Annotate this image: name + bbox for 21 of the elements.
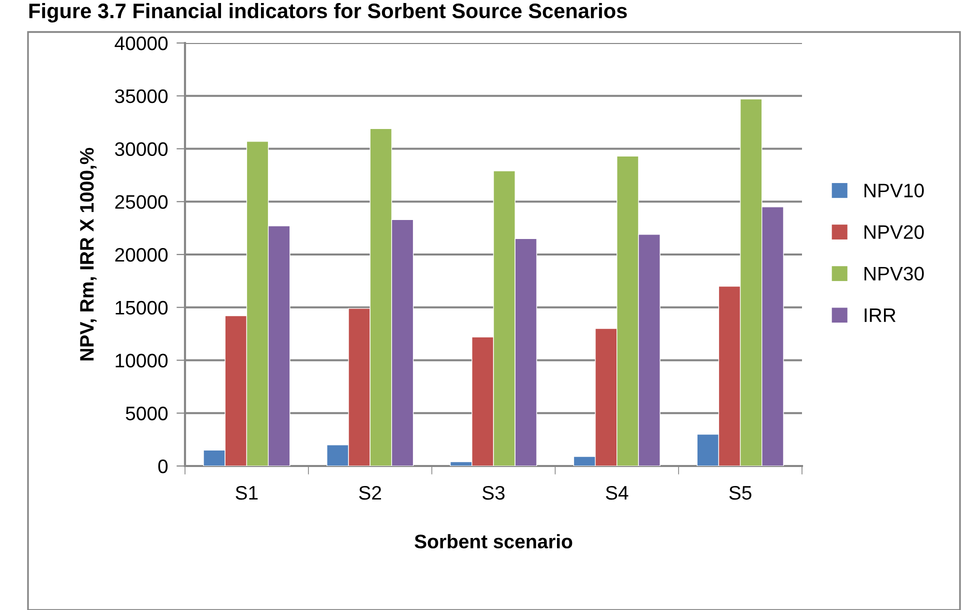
chart-title: Figure 3.7 Financial indicators for Sorbent Source Scenarios — [29, 3, 627, 23]
x-tick-label: S3 — [482, 486, 505, 500]
y-tick-label: 20000 — [115, 248, 168, 262]
y-tick-label: 35000 — [115, 89, 168, 104]
legend-label: NPV20 — [864, 225, 924, 239]
y-tick-label: 5000 — [126, 406, 168, 420]
legend-label: NPV30 — [864, 266, 924, 281]
y-tick-label: 40000 — [114, 36, 168, 50]
y-axis-title: NPV, Rm, IRR X 1000,% — [80, 148, 97, 360]
x-axis-title: Sorbent scenario — [414, 534, 572, 548]
y-tick-label: 25000 — [115, 195, 168, 209]
y-tick-label: 30000 — [115, 142, 168, 156]
y-tick-label: 0 — [158, 459, 168, 474]
x-tick-label: S2 — [359, 486, 382, 500]
x-tick-label: S4 — [606, 486, 628, 500]
legend-label: NPV10 — [864, 184, 924, 198]
x-tick-label: S5 — [729, 486, 752, 500]
legend-label: IRR — [864, 308, 896, 322]
y-tick-label: 10000 — [116, 354, 168, 368]
y-tick-label: 15000 — [116, 300, 168, 315]
x-tick-label: S1 — [236, 486, 258, 500]
